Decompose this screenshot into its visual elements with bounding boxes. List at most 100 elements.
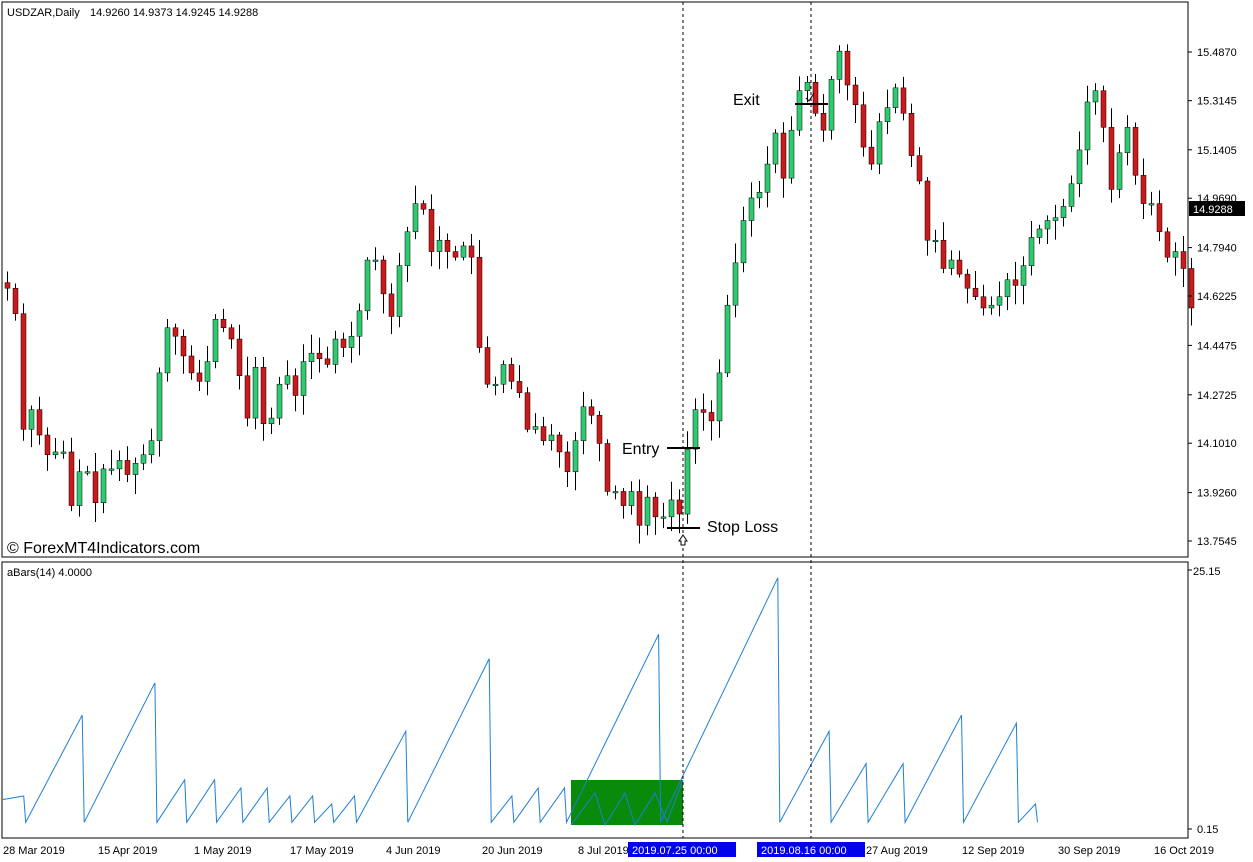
candles-group — [4, 44, 1195, 544]
candle-body — [668, 499, 675, 518]
candle-body — [172, 327, 179, 337]
candle-body — [764, 163, 771, 193]
candle-body — [652, 496, 659, 518]
candle-body — [508, 364, 515, 382]
date-label: 20 Jun 2019 — [482, 845, 543, 857]
candle-body — [1060, 206, 1067, 218]
price-tick-label: 14.4475 — [1197, 340, 1237, 352]
candle-body — [76, 471, 83, 506]
candle-body — [92, 471, 99, 504]
candle-body — [660, 516, 667, 519]
candle-body — [372, 259, 379, 262]
candle-body — [1028, 237, 1035, 266]
candle-body — [876, 121, 883, 165]
candle-body — [1092, 90, 1099, 103]
candle-body — [556, 434, 563, 453]
candle-body — [180, 335, 187, 357]
candle-body — [4, 282, 11, 289]
candle-body — [1004, 279, 1011, 297]
candle-body — [124, 460, 131, 475]
candle-body — [812, 81, 819, 114]
candle-body — [188, 355, 195, 374]
candle-body — [868, 146, 875, 165]
ohlc-values: 14.9260 14.9373 14.9245 14.9288 — [90, 7, 258, 19]
candle-body — [244, 375, 251, 419]
candle-body — [196, 372, 203, 382]
candle-body — [940, 240, 947, 269]
candle-body — [636, 491, 643, 526]
date-label: 15 Apr 2019 — [98, 845, 157, 857]
candle-body — [676, 499, 683, 515]
current-price-text: 14.9288 — [1193, 204, 1233, 216]
candle-body — [1020, 265, 1027, 286]
candle-body — [684, 448, 691, 515]
candle-body — [236, 338, 243, 376]
candle-body — [564, 451, 571, 472]
candle-body — [84, 471, 91, 474]
candle-body — [620, 491, 627, 506]
candle-body — [164, 327, 171, 374]
price-axis: 15.487015.314515.140514.969014.794014.62… — [1188, 47, 1237, 548]
candle-body — [540, 426, 547, 441]
candle-body — [292, 375, 299, 396]
candle-body — [788, 129, 795, 179]
price-tick-label: 14.2725 — [1197, 390, 1237, 402]
date-highlight-entry-text: 2019.07.25 00:00 — [632, 845, 718, 857]
price-tick-label: 15.4870 — [1197, 47, 1237, 59]
candle-body — [68, 451, 75, 506]
candle-body — [884, 107, 891, 122]
candle-body — [220, 319, 227, 329]
candle-body — [1036, 228, 1043, 238]
date-axis: 28 Mar 2019 15 Apr 2019 1 May 2019 17 Ma… — [3, 842, 1214, 857]
candle-body — [1124, 127, 1131, 154]
candle-body — [204, 361, 211, 382]
candle-body — [1052, 217, 1059, 221]
candle-body — [716, 372, 723, 422]
candle-body — [460, 245, 467, 258]
candle-body — [36, 409, 43, 436]
candle-body — [1172, 251, 1179, 258]
candle-body — [980, 296, 987, 309]
candle-body — [356, 310, 363, 337]
date-label: 4 Jun 2019 — [386, 845, 440, 857]
signal-zigzag — [570, 779, 684, 827]
date-label: 8 Jul 2019 — [578, 845, 629, 857]
candle-body — [276, 383, 283, 419]
candle-body — [364, 259, 371, 312]
candle-body — [396, 265, 403, 317]
candle-body — [724, 304, 731, 374]
candle-body — [844, 50, 851, 86]
candle-body — [484, 347, 491, 385]
candle-body — [580, 406, 587, 441]
candle-body — [44, 434, 51, 456]
candle-body — [268, 417, 275, 424]
candle-body — [932, 240, 939, 243]
candle-body — [796, 90, 803, 131]
price-tick-label: 13.7545 — [1197, 536, 1237, 548]
candle-body — [892, 87, 899, 108]
candle-body — [420, 203, 427, 210]
candle-body — [1156, 203, 1163, 233]
candle-body — [348, 335, 355, 348]
candle-body — [60, 451, 67, 454]
watermark: © ForexMT4Indicators.com — [7, 540, 200, 557]
candle-body — [948, 259, 955, 269]
candle-body — [324, 358, 331, 365]
candle-body — [284, 375, 291, 385]
candle-body — [316, 352, 323, 360]
date-label: 16 Oct 2019 — [1154, 845, 1214, 857]
candle-body — [924, 180, 931, 241]
candle-body — [516, 381, 523, 393]
date-label: 27 Aug 2019 — [866, 845, 928, 857]
candle-body — [308, 352, 315, 362]
date-highlight-exit-text: 2019.08.16 00:00 — [761, 845, 847, 857]
candle-body — [380, 259, 387, 295]
candle-body — [1164, 231, 1171, 258]
candle-body — [964, 273, 971, 289]
candle-body — [900, 87, 907, 114]
candle-body — [692, 409, 699, 450]
check-mark-icon — [805, 92, 815, 102]
candle-body — [852, 84, 859, 106]
date-label: 17 May 2019 — [290, 845, 354, 857]
